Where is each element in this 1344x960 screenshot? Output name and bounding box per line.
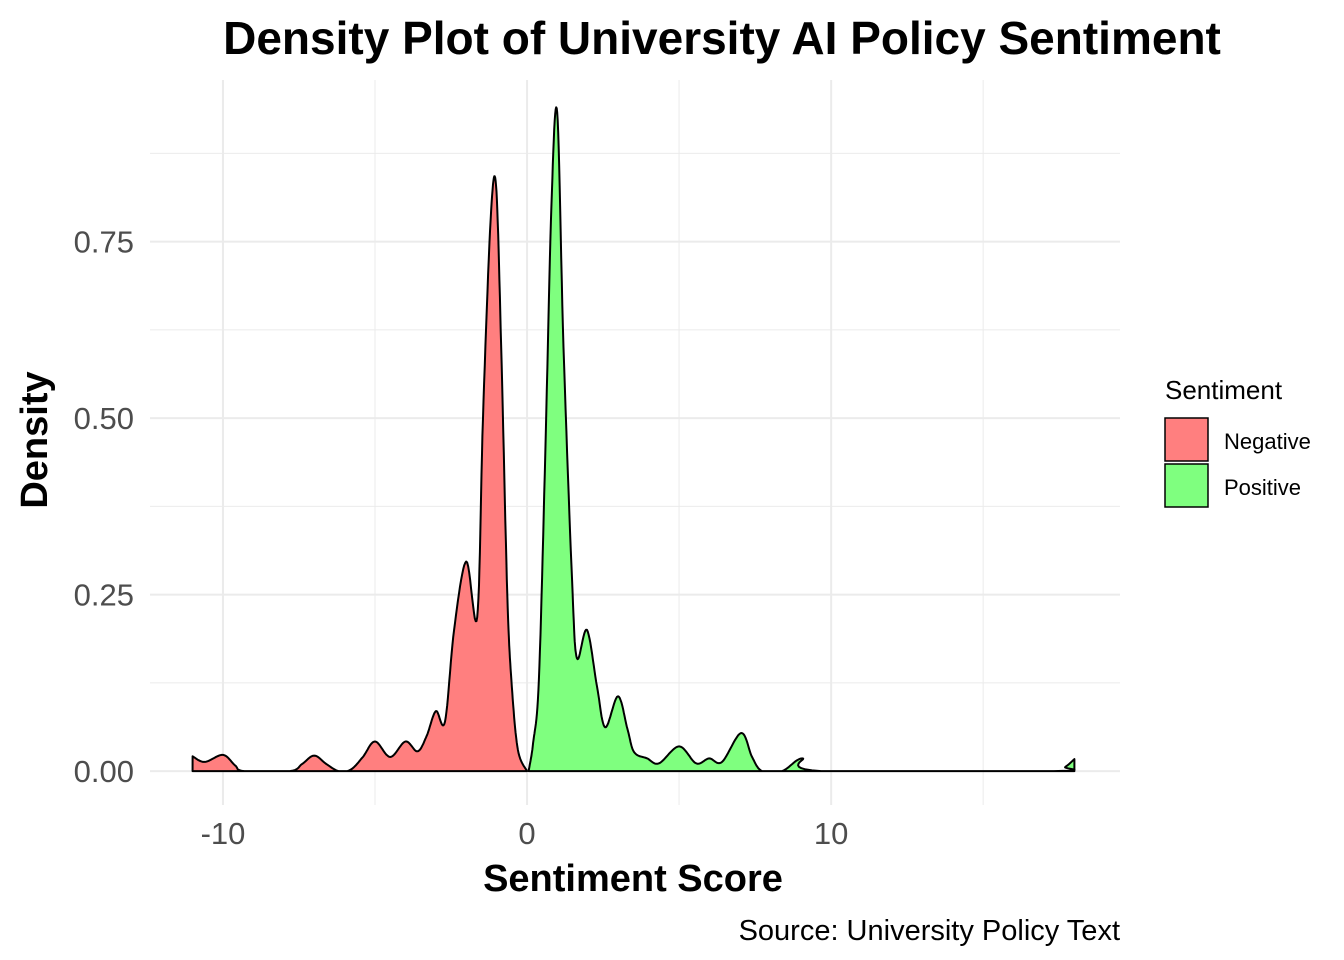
density-area-negative xyxy=(191,175,529,773)
chart-title: Density Plot of University AI Policy Sen… xyxy=(223,12,1221,64)
y-tick-label: 0.75 xyxy=(74,225,134,260)
legend-key-negative xyxy=(1164,417,1209,462)
y-tick-label: 0.00 xyxy=(74,754,134,789)
x-tick-label: 0 xyxy=(518,816,535,851)
x-tick-label: 10 xyxy=(814,816,848,851)
caption: Source: University Policy Text xyxy=(739,915,1120,947)
x-axis-label: Sentiment Score xyxy=(483,858,783,900)
x-tick-label: -10 xyxy=(201,816,246,851)
y-tick-label: 0.25 xyxy=(74,578,134,613)
legend: Sentiment Negative Positive xyxy=(1164,375,1311,508)
y-axis-label: Density xyxy=(14,371,56,508)
density-areas xyxy=(191,106,1076,773)
legend-label-positive: Positive xyxy=(1224,475,1301,500)
legend-title: Sentiment xyxy=(1165,375,1283,405)
y-tick-label: 0.50 xyxy=(74,401,134,436)
legend-key-positive xyxy=(1164,463,1209,508)
x-axis-ticks: -10 0 10 xyxy=(201,816,849,851)
density-area-positive xyxy=(527,106,1076,773)
legend-label-negative: Negative xyxy=(1224,429,1311,454)
grid xyxy=(150,80,1120,805)
y-axis-ticks: 0.00 0.25 0.50 0.75 xyxy=(74,225,134,789)
